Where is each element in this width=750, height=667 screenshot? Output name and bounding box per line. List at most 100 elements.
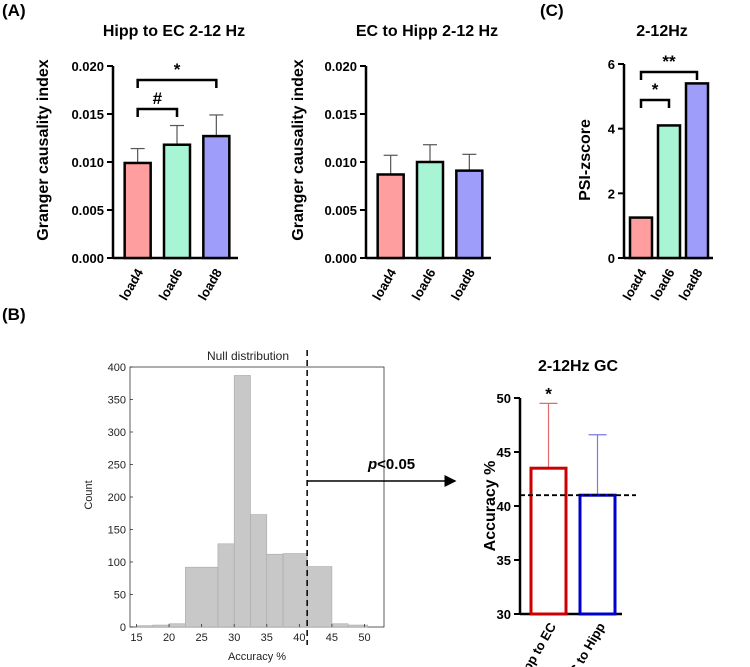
y-tick-label: 0.000 (71, 251, 104, 266)
y-tick-label: 40 (497, 499, 511, 514)
y-tick-label: 0.020 (71, 59, 104, 74)
histogram-bin (168, 623, 186, 628)
bar-load6 (656, 124, 682, 260)
y-axis-label: Granger causality index (290, 59, 307, 241)
bar-load6 (162, 143, 192, 260)
significance-label: # (153, 89, 163, 108)
histogram-bin (152, 624, 170, 628)
x-tick-label: 45 (326, 632, 338, 644)
y-tick-label: 30 (497, 607, 511, 622)
x-tick-label: 15 (130, 632, 142, 644)
bar-EC-to-Hipp (578, 493, 617, 616)
significance-bracket (639, 98, 671, 108)
x-tick-label: Hipp to EC (513, 619, 560, 667)
significance-label: * (652, 80, 659, 99)
x-tick-label: load4 (620, 265, 650, 303)
y-tick-label: 0 (120, 622, 126, 634)
y-axis-label: Accuracy % (482, 461, 499, 552)
y-tick-label: 6 (608, 57, 615, 72)
histogram-bin (250, 514, 268, 628)
y-tick-label: 0.015 (71, 107, 104, 122)
chart-title: 2-12Hz (636, 23, 688, 40)
p-letter: p (367, 456, 377, 473)
x-tick-label: load8 (448, 266, 478, 303)
x-axis-label: Accuracy % (228, 651, 286, 663)
x-tick-label: load8 (195, 266, 225, 303)
histogram-bin (266, 553, 284, 628)
bar-load6 (415, 160, 445, 260)
significance-bracket (639, 70, 699, 80)
y-tick-label: 100 (108, 557, 126, 569)
y-tick-label: 2 (608, 186, 615, 201)
chart-hipp-to-ec: Hipp to EC 2-12 Hz Granger causality ind… (35, 23, 245, 303)
x-tick-label: 35 (261, 632, 273, 644)
x-tick-label: load8 (676, 266, 706, 303)
chart-accuracy-gc: 2-12Hz GC Accuracy % 30 35 40 45 50 Hipp to E… (482, 358, 636, 667)
chart-title: EC to Hipp 2-12 Hz (356, 23, 498, 40)
x-tick-label: 50 (358, 632, 370, 644)
chart-title: 2-12Hz GC (538, 358, 618, 375)
y-tick-label: 0 (608, 251, 615, 266)
y-axis-label: PSI-zscore (577, 119, 594, 201)
y-tick-label: 4 (608, 122, 616, 137)
p-threshold: <0.05 (377, 456, 415, 473)
y-tick-label: 300 (108, 427, 126, 439)
x-tick-label: 30 (228, 632, 240, 644)
y-axis-label: Granger causality index (35, 59, 52, 241)
y-tick-label: 0.005 (71, 203, 104, 218)
bar-load8 (455, 169, 484, 260)
chart-ec-to-hipp: EC to Hipp 2-12 Hz Granger causality ind… (290, 23, 498, 303)
p-value-annotation: p<0.05 (367, 456, 415, 473)
histogram-bin (347, 624, 369, 628)
histogram-bin (185, 566, 219, 628)
y-tick-label: 150 (108, 525, 126, 537)
bar-load4 (376, 173, 405, 260)
y-tick-label: 50 (114, 590, 126, 602)
x-tick-label: load4 (369, 265, 399, 303)
histogram-bin (217, 543, 235, 628)
y-tick-label: 35 (497, 553, 511, 568)
y-tick-label: 0.000 (324, 251, 357, 266)
histogram-bin (282, 553, 308, 628)
y-tick-label: 0.010 (324, 155, 357, 170)
histogram-bin (136, 625, 154, 628)
y-tick-label: 250 (108, 460, 126, 472)
panel-label-a: (A) (2, 1, 26, 20)
significance-label: * (545, 384, 552, 403)
histogram-bin (233, 375, 251, 628)
y-tick-label: 0.010 (71, 155, 104, 170)
bar-load4 (123, 161, 152, 260)
chart-title: Hipp to EC 2-12 Hz (103, 23, 245, 40)
significance-bracket (136, 107, 179, 117)
x-tick-label: 40 (293, 632, 305, 644)
bar-Hipp-to-EC (529, 466, 568, 616)
significance-label: * (174, 60, 181, 79)
x-tick-label: load6 (648, 266, 678, 303)
y-tick-label: 45 (497, 445, 511, 460)
histogram-bin (331, 623, 349, 628)
significance-bracket (136, 78, 218, 88)
y-tick-label: 0.015 (324, 107, 357, 122)
x-tick-label: load6 (156, 266, 186, 303)
histogram-bin (306, 566, 333, 628)
y-axis-label: Count (83, 480, 95, 509)
x-tick-label: EC to Hipp (562, 620, 608, 667)
chart-null-distribution: Null distribution Accuracy % Count 15 20 2… (83, 349, 457, 663)
y-tick-label: 0.005 (324, 203, 357, 218)
y-tick-label: 350 (108, 395, 126, 407)
y-tick-label: 400 (108, 362, 126, 374)
bar-load4 (628, 216, 654, 260)
x-tick-label: load6 (409, 266, 439, 303)
x-tick-label: 25 (196, 632, 208, 644)
y-tick-label: 50 (497, 391, 511, 406)
significance-label: ** (662, 52, 676, 71)
x-tick-label: 20 (163, 632, 175, 644)
panel-label-c: (C) (540, 1, 564, 20)
y-tick-label: 200 (108, 492, 126, 504)
panel-label-b: (B) (2, 305, 26, 324)
y-tick-label: 0.020 (324, 59, 357, 74)
chart-title: Null distribution (207, 349, 289, 363)
bar-load8 (202, 134, 231, 260)
